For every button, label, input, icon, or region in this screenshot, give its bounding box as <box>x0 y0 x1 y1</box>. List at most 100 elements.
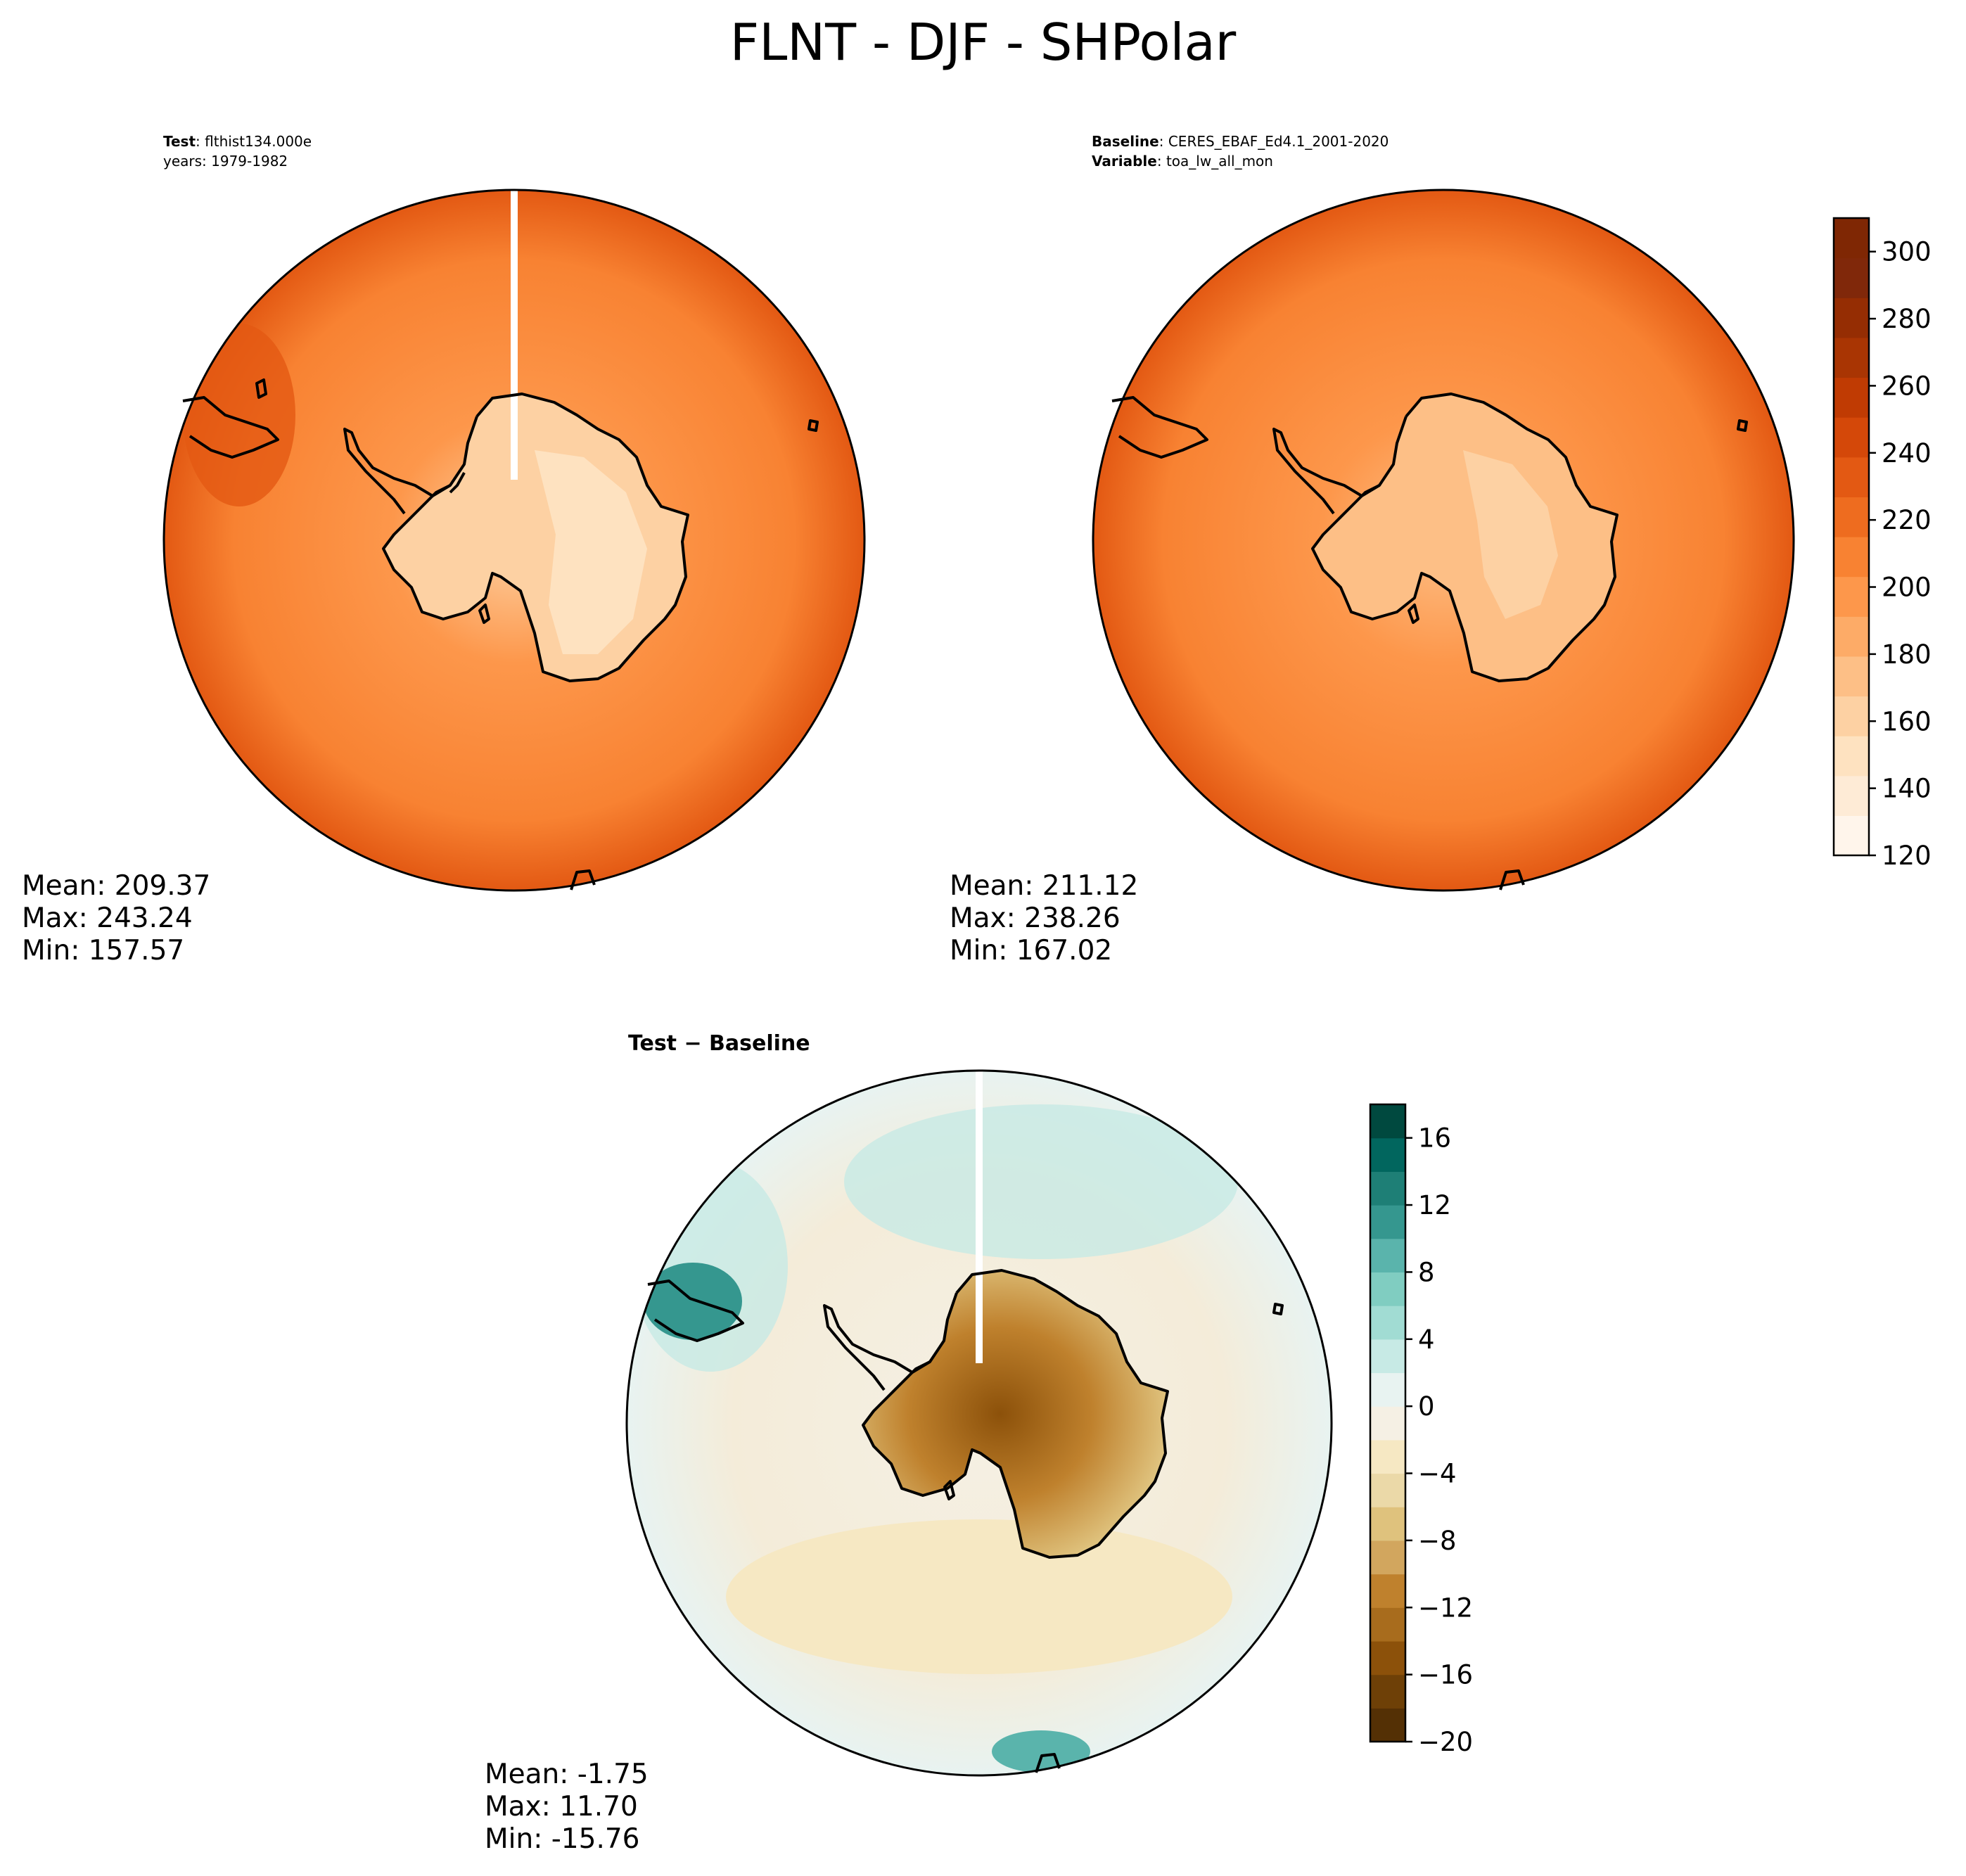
diff-antarctic-negative <box>863 1270 1168 1557</box>
baseline-plateau <box>1313 394 1617 681</box>
diff-colorbar-segment <box>1370 1372 1405 1407</box>
main-colorbar-tick-label: 180 <box>1882 639 1932 670</box>
diff-colorbar-segment <box>1370 1171 1405 1206</box>
diff-colorbar-tick-label: −20 <box>1418 1727 1473 1757</box>
main-colorbar-segment <box>1834 257 1869 298</box>
test-years-label: years: 1979-1982 <box>163 153 288 170</box>
diff-max: Max: 11.70 <box>485 1791 638 1823</box>
main-colorbar: 120 140 160 180 200 220 240 260 280 300 <box>1832 217 1932 871</box>
main-colorbar-segment <box>1834 457 1869 497</box>
diff-colorbar-segment <box>1370 1708 1405 1742</box>
main-colorbar-segment <box>1834 298 1869 338</box>
test-min: Min: 157.57 <box>22 935 185 966</box>
diff-colorbar-tick-label: 4 <box>1418 1325 1435 1355</box>
diff-colorbar-tick-label: −8 <box>1418 1526 1457 1556</box>
main-colorbar-tick-label: 240 <box>1882 438 1932 468</box>
main-colorbar-segment <box>1834 775 1869 816</box>
test-stats: Mean: 209.37 Max: 243.24 Min: 157.57 <box>22 870 210 967</box>
main-colorbar-tick-label: 300 <box>1882 237 1932 267</box>
baseline-label-value: CERES_EBAF_Ed4.1_2001-2020 <box>1168 133 1389 150</box>
diff-colorbar-tick-label: 12 <box>1418 1190 1451 1220</box>
diff-colorbar-segment <box>1370 1674 1405 1709</box>
baseline-stats: Mean: 211.12 Max: 238.26 Min: 167.02 <box>950 870 1138 967</box>
main-colorbar-tick-label: 160 <box>1882 706 1932 736</box>
main-colorbar-tick-label: 220 <box>1882 505 1932 535</box>
main-colorbar-segment <box>1834 815 1869 856</box>
diff-colorbar-tick-label: −12 <box>1418 1593 1473 1623</box>
main-colorbar-segment <box>1834 337 1869 378</box>
main-colorbar-tick-label: 120 <box>1882 841 1932 871</box>
test-label-key: Test <box>163 133 196 150</box>
baseline-map-boundary <box>1092 189 1795 892</box>
diff-map-boundary <box>625 1069 1333 1777</box>
diff-panel-title: Test − Baseline <box>628 1031 810 1056</box>
baseline-mean: Mean: 211.12 <box>950 870 1139 902</box>
test-map <box>164 190 864 891</box>
main-colorbar-segment <box>1834 218 1869 259</box>
main-colorbar-segment <box>1834 616 1869 657</box>
diff-colorbar-tick-label: −16 <box>1418 1660 1473 1690</box>
main-colorbar-segment <box>1834 537 1869 578</box>
baseline-plateau-core <box>1463 450 1558 619</box>
diff-colorbar-segment <box>1370 1406 1405 1441</box>
baseline-label-key: Baseline <box>1092 133 1159 150</box>
diff-missing-seam <box>976 1071 983 1363</box>
main-colorbar-segment <box>1834 417 1869 458</box>
test-label: Test: flthist134.000e years: 1979-1982 <box>163 133 312 170</box>
diff-colorbar-segment <box>1370 1574 1405 1608</box>
main-colorbar-segment <box>1834 377 1869 418</box>
variable-label-value: toa_lw_all_mon <box>1166 153 1273 170</box>
diff-colorbar-segment <box>1370 1439 1405 1474</box>
baseline-coastlines <box>1111 393 1748 891</box>
baseline-label: Baseline: CERES_EBAF_Ed4.1_2001-2020 Var… <box>1092 133 1389 170</box>
test-label-value: flthist134.000e <box>205 133 312 150</box>
main-colorbar-tick-label: 260 <box>1882 371 1932 401</box>
main-colorbar-segment <box>1834 576 1869 617</box>
diff-colorbar-border <box>1369 1103 1407 1743</box>
diff-colorbar-segment <box>1370 1272 1405 1306</box>
diff-colorbar-segment <box>1370 1205 1405 1239</box>
diff-colorbar-tick-label: 0 <box>1418 1391 1435 1422</box>
variable-label-key: Variable <box>1092 153 1157 170</box>
diff-ocean-positive-north <box>844 1104 1238 1259</box>
main-colorbar-segment <box>1834 696 1869 736</box>
main-colorbar-tick-label: 200 <box>1882 573 1932 603</box>
test-mean: Mean: 209.37 <box>22 870 211 902</box>
diff-colorbar-segment <box>1370 1607 1405 1642</box>
diff-colorbar-segment <box>1370 1104 1405 1139</box>
diff-colorbar-segment <box>1370 1339 1405 1374</box>
baseline-max: Max: 238.26 <box>950 902 1121 934</box>
diff-mean: Mean: -1.75 <box>485 1759 649 1790</box>
test-missing-seam <box>511 190 518 480</box>
main-colorbar-border <box>1832 217 1870 857</box>
diff-map <box>627 1071 1332 1775</box>
diff-colorbar-segment <box>1370 1306 1405 1340</box>
diff-colorbar-segment <box>1370 1507 1405 1541</box>
main-colorbar-tick-label: 280 <box>1882 304 1932 334</box>
test-coastlines <box>182 378 819 891</box>
baseline-min: Min: 167.02 <box>950 935 1113 966</box>
diff-ocean-negative-band <box>726 1519 1232 1674</box>
diff-colorbar-tick-label: 8 <box>1418 1257 1435 1287</box>
diff-colorbar-segment <box>1370 1473 1405 1507</box>
diff-colorbar-segment <box>1370 1137 1405 1172</box>
diff-colorbar: −20 −16 −12 −8 −4 0 4 8 12 16 <box>1369 1103 1473 1757</box>
main-colorbar-segment <box>1834 497 1869 537</box>
test-plateau-core <box>535 450 647 654</box>
main-colorbar-segment <box>1834 736 1869 777</box>
main-colorbar-tick-label: 140 <box>1882 774 1932 804</box>
main-colorbar-segment <box>1834 656 1869 697</box>
test-map-boundary <box>162 189 866 892</box>
diff-coastlines <box>647 1269 1284 1773</box>
diff-colorbar-tick-label: 16 <box>1418 1123 1451 1154</box>
diff-colorbar-segment <box>1370 1640 1405 1676</box>
diff-stats: Mean: -1.75 Max: 11.70 Min: -15.76 <box>485 1759 649 1856</box>
diff-colorbar-segment <box>1370 1238 1405 1273</box>
test-max: Max: 243.24 <box>22 902 193 934</box>
figure-title: FLNT - DJF - SHPolar <box>729 13 1237 72</box>
diff-colorbar-tick-label: −4 <box>1418 1459 1457 1489</box>
diff-colorbar-segment <box>1370 1540 1405 1575</box>
baseline-map <box>1093 190 1794 891</box>
test-high-region <box>183 324 295 506</box>
